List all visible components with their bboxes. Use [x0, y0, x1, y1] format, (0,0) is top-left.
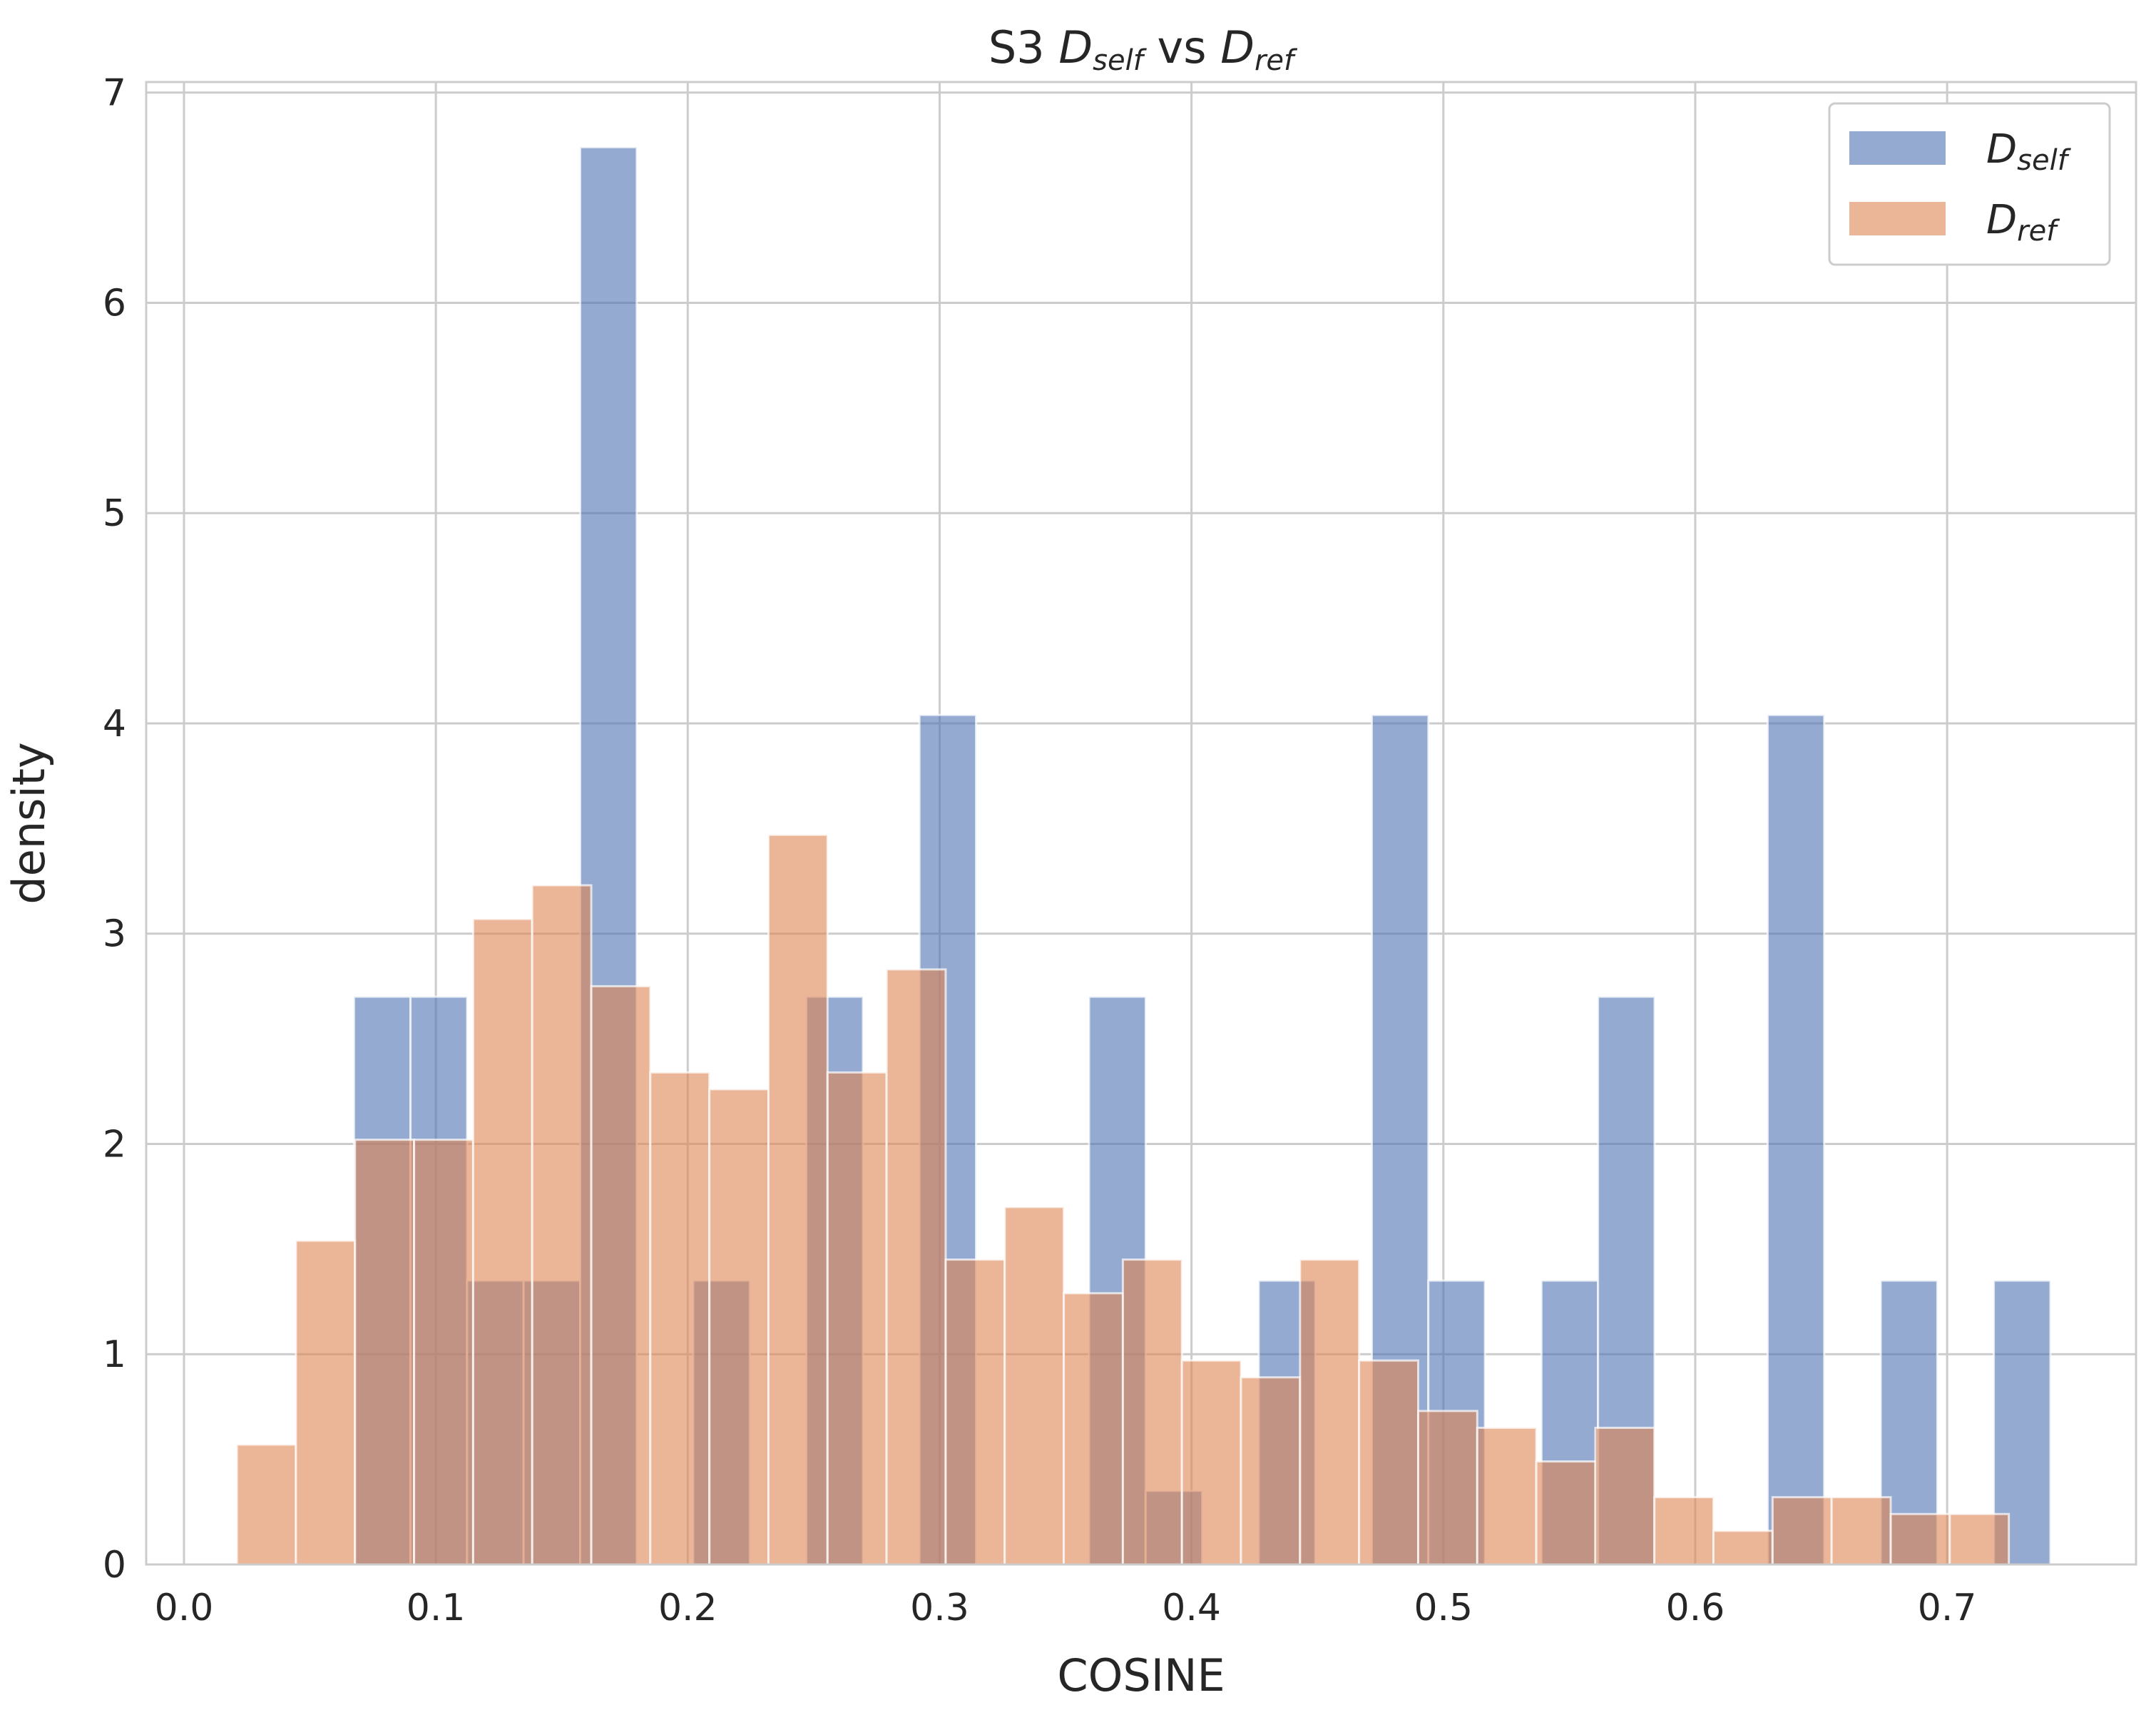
- x-tick-labels: 0.0 0.1 0.2 0.3 0.4 0.5 0.6 0.7: [155, 1587, 1977, 1629]
- bar-ref: [1476, 1426, 1538, 1566]
- bar-ref: [590, 984, 652, 1566]
- y-tick-label: 7: [103, 72, 126, 115]
- x-tick-label: 0.5: [1414, 1587, 1473, 1629]
- bar-ref: [1416, 1410, 1478, 1566]
- bar-self: [1766, 713, 1826, 1566]
- bar-ref: [885, 968, 947, 1566]
- bar-ref: [767, 833, 829, 1566]
- legend-label-self: Dself: [1986, 126, 2072, 177]
- y-tick-label: 3: [103, 913, 126, 956]
- bar-ref: [235, 1443, 297, 1566]
- x-tick-label: 0.0: [155, 1587, 214, 1629]
- bar-ref: [1358, 1359, 1419, 1566]
- bar-ref: [1830, 1496, 1892, 1566]
- bar-ref: [1712, 1530, 1774, 1566]
- bar-ref: [944, 1258, 1006, 1566]
- legend-frame: [1828, 102, 2111, 266]
- plot-frame: [145, 81, 2137, 1566]
- chart-title: S3 Dself vs Dref: [988, 21, 1298, 77]
- bar-ref: [1180, 1359, 1242, 1566]
- bar-ref: [1535, 1460, 1597, 1566]
- bar-ref: [1003, 1206, 1066, 1566]
- y-tick-label: 2: [103, 1123, 126, 1166]
- legend: Dself Dref: [1828, 102, 2111, 266]
- y-tick-label: 5: [103, 492, 126, 535]
- x-tick-label: 0.6: [1666, 1587, 1725, 1629]
- x-tick-label: 0.1: [407, 1587, 466, 1629]
- x-tick-label: 0.3: [910, 1587, 969, 1629]
- x-axis-label: COSINE: [1057, 1649, 1225, 1701]
- bar-ref: [1240, 1376, 1302, 1566]
- bar-ref: [649, 1071, 711, 1566]
- x-tick-label: 0.7: [1918, 1587, 1977, 1629]
- bar-ref: [1771, 1496, 1833, 1566]
- legend-label-ref: Dref: [1986, 197, 2060, 248]
- histogram-bars: [235, 146, 2052, 1566]
- bar-ref: [531, 884, 593, 1566]
- bar-ref: [1948, 1512, 2011, 1566]
- y-tick-label: 0: [103, 1544, 126, 1587]
- bar-ref: [708, 1088, 770, 1566]
- bar-ref: [1063, 1292, 1124, 1566]
- bar-ref: [354, 1139, 416, 1566]
- legend-swatch-ref: [1849, 202, 1946, 235]
- series-ref: [235, 833, 2011, 1566]
- bar-ref: [295, 1239, 357, 1566]
- bar-ref: [1121, 1258, 1183, 1566]
- x-tick-label: 0.4: [1162, 1587, 1221, 1629]
- y-axis-label: density: [3, 742, 55, 904]
- bar-ref: [413, 1139, 474, 1566]
- bar-ref: [471, 917, 533, 1566]
- bar-ref: [826, 1071, 888, 1566]
- x-tick-label: 0.2: [658, 1587, 717, 1629]
- bar-ref: [1653, 1496, 1715, 1566]
- bar-ref: [1594, 1426, 1656, 1566]
- y-tick-label: 6: [103, 282, 126, 325]
- y-tick-labels: 0 1 2 3 4 5 6 7: [103, 72, 126, 1587]
- legend-swatch-self: [1849, 131, 1946, 165]
- bar-ref: [1299, 1258, 1361, 1566]
- bar-ref: [1889, 1512, 1951, 1566]
- y-tick-label: 1: [103, 1333, 126, 1376]
- y-tick-label: 4: [103, 703, 126, 746]
